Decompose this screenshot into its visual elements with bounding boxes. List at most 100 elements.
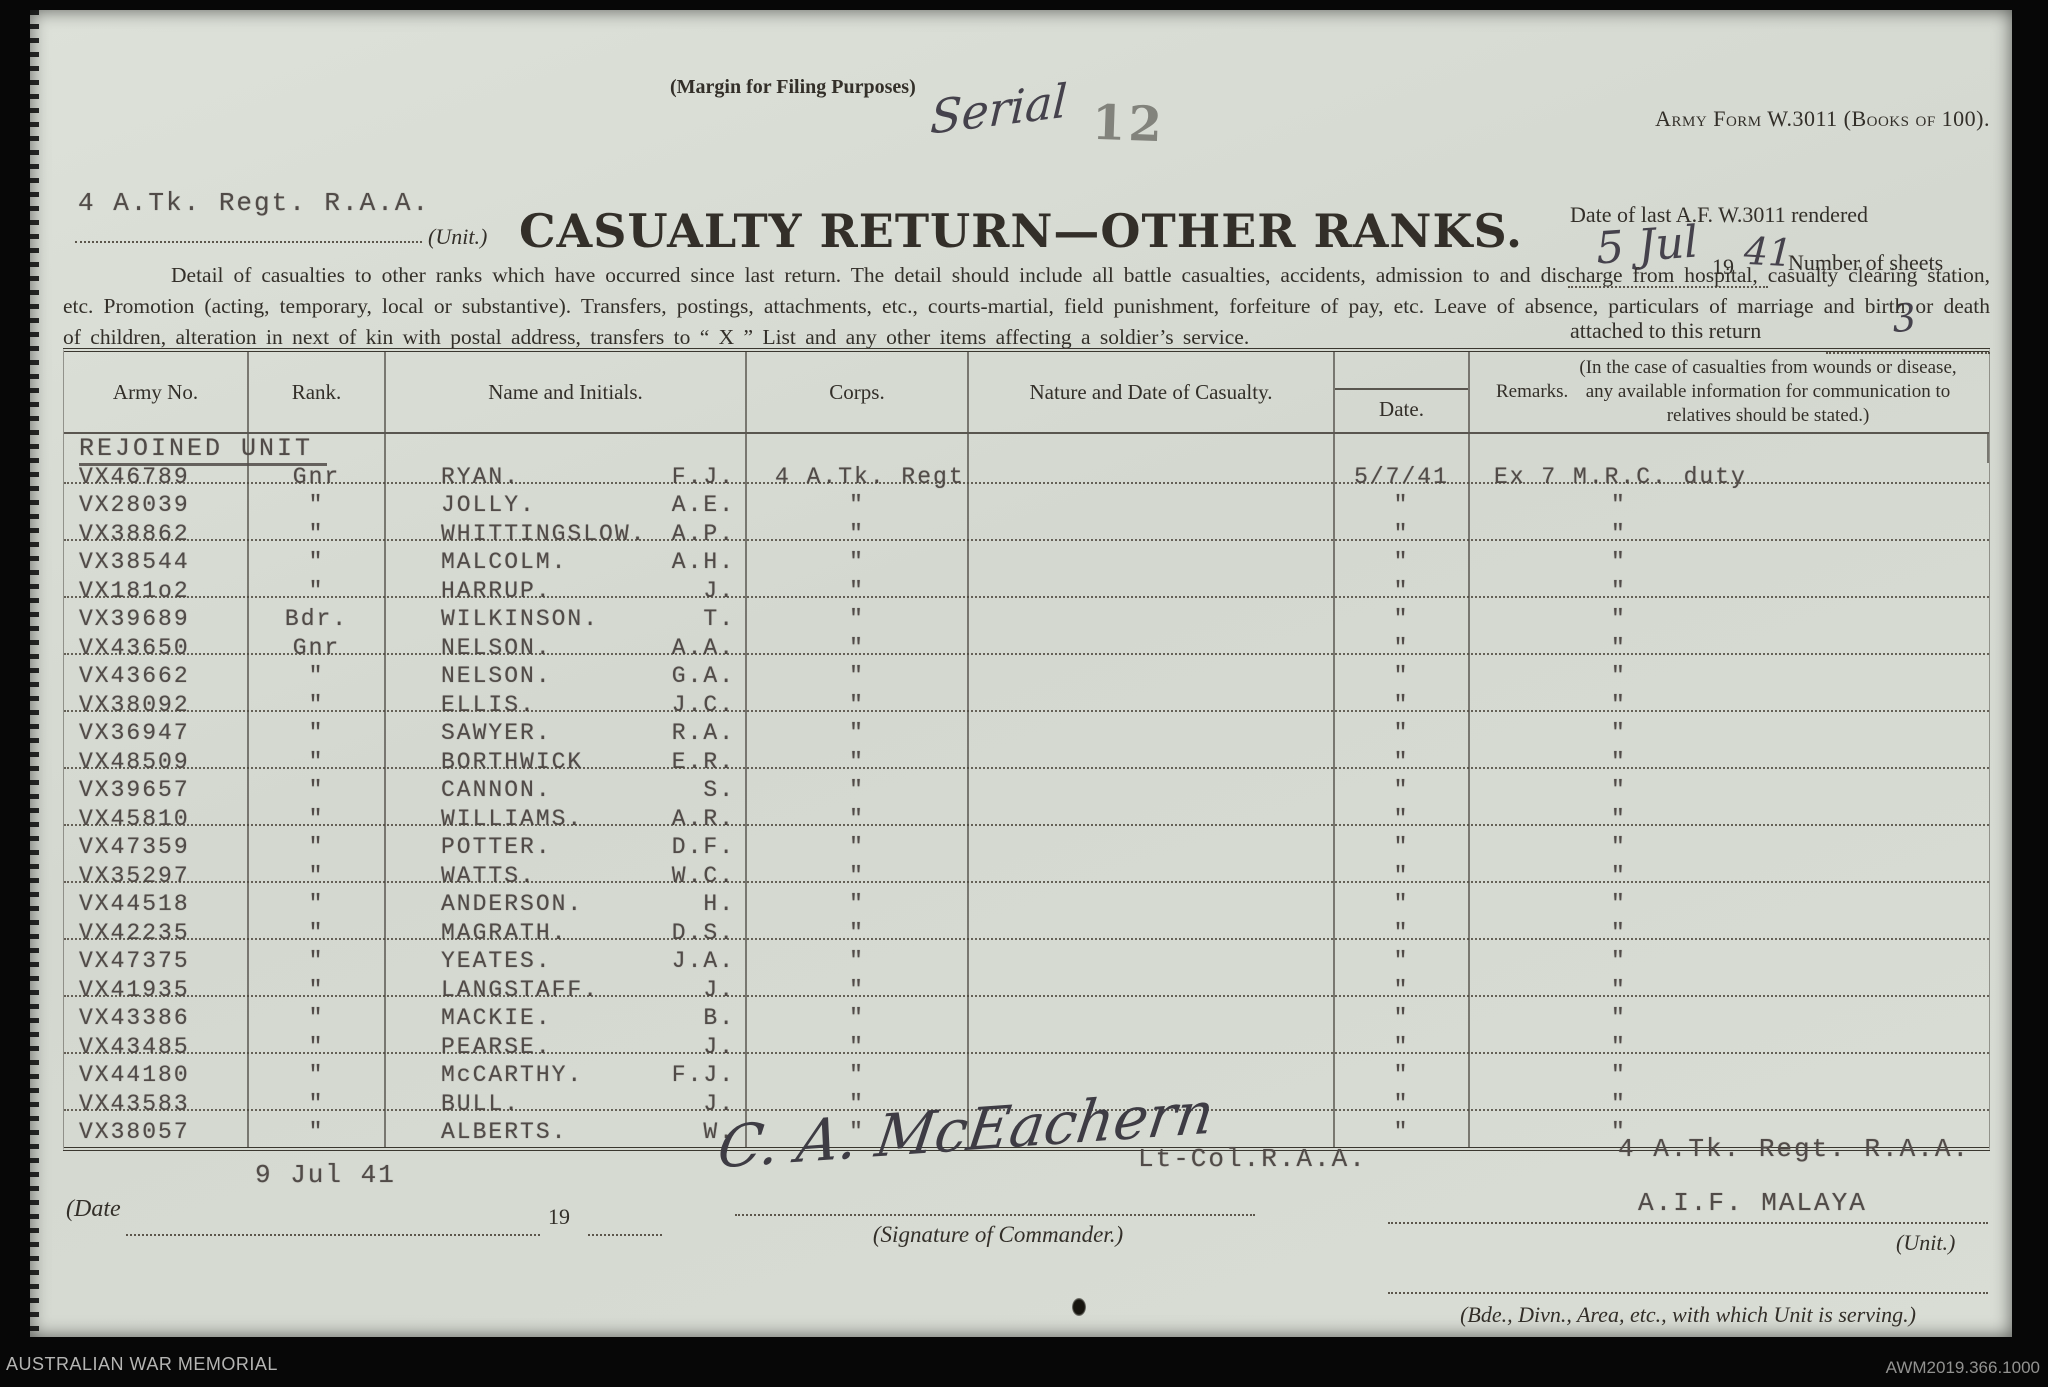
name-cell: NELSON. A.A.: [386, 633, 747, 662]
name-cell: RYAN. F.J.: [386, 462, 747, 491]
date-cell: ": [1335, 918, 1470, 947]
printed-19-footer: 19: [548, 1204, 570, 1229]
name-cell: ALBERTS. W.: [386, 1118, 747, 1147]
sheets-line: [1826, 352, 1990, 354]
date-cell: ": [1335, 890, 1470, 919]
date-last-rendered-label: Date of last A.F. W.3011 rendered: [1570, 202, 1869, 227]
remarks-cell: ": [1611, 862, 1627, 889]
name-cell: MAGRATH. D.S.: [386, 918, 747, 947]
date-cell: ": [1335, 548, 1470, 577]
initials: T.: [703, 606, 735, 632]
initials: J.: [703, 1090, 735, 1117]
rank-cell: ": [249, 1004, 386, 1033]
table-row: VX47375 " YEATES. J.A. " " ": [64, 947, 1989, 976]
table-row: VX43485 " PEARSE. J. " " ": [64, 1032, 1989, 1061]
nature-cell: [969, 1032, 1335, 1061]
initials: A.H.: [671, 549, 735, 575]
date-cell: ": [1335, 605, 1470, 634]
name-cell: WHITTINGSLOW. A.P.: [386, 519, 747, 548]
typed-return-date: 9 Jul 41: [255, 1160, 396, 1190]
remarks-cell: ": [1611, 891, 1627, 917]
remarks-cell: ": [1611, 1005, 1627, 1031]
date-cell: 5/7/41: [1335, 462, 1470, 491]
archive-id-watermark: AWM2019.366.1000: [1885, 1358, 2040, 1377]
nature-cell: [969, 890, 1335, 919]
serial-handwritten: Serial: [929, 73, 1069, 145]
surname: LANGSTAFF.: [441, 976, 600, 1003]
corps-cell: ": [747, 690, 969, 719]
table-row: VX38057 " ALBERTS. W. " " ": [64, 1118, 1989, 1147]
corps-cell: ": [747, 861, 969, 890]
date-cell: ": [1335, 1089, 1470, 1118]
date-last-line: [1568, 286, 1768, 288]
initials: S.: [703, 777, 735, 803]
initials: J.A.: [671, 948, 735, 974]
nature-cell: [969, 747, 1335, 776]
unit-right-label: (Unit.): [1896, 1230, 1956, 1255]
surname: MACKIE.: [441, 1005, 552, 1031]
army-no-cell: VX39657: [64, 776, 249, 805]
rank-cell: Gnr: [249, 462, 386, 491]
nature-cell: [969, 1004, 1335, 1033]
initials: J.: [703, 577, 735, 604]
surname: POTTER.: [441, 834, 552, 860]
rank-cell: ": [249, 491, 386, 520]
initials: J.: [703, 976, 735, 1003]
nature-cell: [969, 918, 1335, 947]
remarks-cell: ": [1611, 492, 1627, 518]
army-no-cell: VX48509: [64, 747, 249, 776]
surname: ALBERTS.: [441, 1119, 568, 1145]
army-no-cell: VX43485: [64, 1032, 249, 1061]
army-no-cell: VX38057: [64, 1118, 249, 1147]
remarks-cell: ": [1611, 663, 1627, 689]
surname: WATTS.: [441, 862, 536, 889]
header-rank: Rank.: [249, 352, 386, 432]
date-line: [126, 1234, 540, 1236]
header-remarks-note: (In the case of casualties from wounds o…: [1579, 357, 1957, 426]
section-heading-rejoined-unit: REJOINED UNIT: [79, 434, 328, 466]
header-remarks: Remarks. (In the case of casualties from…: [1470, 352, 1989, 432]
name-cell: SAWYER. R.A.: [386, 719, 747, 748]
table-row: VX48509 " BORTHWICK E.R. " " ": [64, 747, 1989, 776]
corps-cell: ": [747, 662, 969, 691]
rank-cell: Gnr: [249, 633, 386, 662]
army-no-cell: VX38862: [64, 519, 249, 548]
rank-cell: ": [249, 975, 386, 1004]
table-row: VX41935 " LANGSTAFF. J. " " ": [64, 975, 1989, 1004]
remarks-cell: ": [1611, 577, 1627, 604]
rank-cell: ": [249, 1061, 386, 1090]
name-cell: POTTER. D.F.: [386, 833, 747, 862]
date-cell: ": [1335, 491, 1470, 520]
initials: R.A.: [671, 720, 735, 746]
commander-rank-typed: Lt-Col.R.A.A.: [1138, 1144, 1367, 1174]
name-cell: YEATES. J.A.: [386, 947, 747, 976]
table-row: VX43662 " NELSON. G.A. " " ": [64, 662, 1989, 691]
army-no-cell: VX43386: [64, 1004, 249, 1033]
remarks-cell: ": [1611, 976, 1627, 1003]
date-cell: ": [1335, 1118, 1470, 1147]
surname: SAWYER.: [441, 720, 552, 746]
corps-cell: 4 A.Tk. Regt.: [747, 462, 969, 491]
army-no-cell: VX47359: [64, 833, 249, 862]
army-no-cell: VX44180: [64, 1061, 249, 1090]
initials: D.F.: [671, 834, 735, 860]
army-no-cell: VX39689: [64, 605, 249, 634]
table-row: VX43386 " MACKIE. B. " " ": [64, 1004, 1989, 1033]
remarks-cell: ": [1611, 948, 1627, 974]
corps-cell: ": [747, 576, 969, 605]
rank-cell: ": [249, 947, 386, 976]
table-header-row: Army No. Rank. Name and Initials. Corps.…: [64, 352, 1989, 434]
corps-cell: ": [747, 804, 969, 833]
corps-cell: ": [747, 975, 969, 1004]
corps-cell: ": [747, 833, 969, 862]
date-cell: ": [1335, 747, 1470, 776]
initials: A.P.: [671, 520, 735, 547]
torn-left-edge: [30, 10, 39, 1337]
signature-label: (Signature of Commander.): [872, 1222, 1124, 1247]
remarks-cell: ": [1611, 549, 1627, 575]
nature-cell: [969, 633, 1335, 662]
unit-field-value: 4 A.Tk. Regt. R.A.A.: [78, 188, 431, 218]
rank-cell: ": [249, 804, 386, 833]
margin-filing-note: (Margin for Filing Purposes): [670, 76, 916, 98]
initials: B.: [703, 1005, 735, 1031]
